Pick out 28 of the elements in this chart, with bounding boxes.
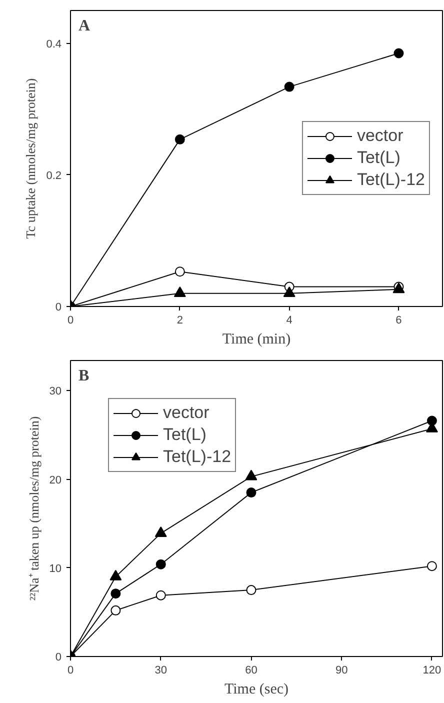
y-axis-title: Tc uptake (nmoles/mg protein)	[23, 78, 38, 239]
y-tick-label: 0.4	[46, 38, 62, 50]
legend-label: Tet(L)	[163, 425, 206, 445]
annotation: B	[78, 368, 90, 384]
x-axis-title: Time (sec)	[224, 682, 289, 698]
y-tick-label: 0	[55, 652, 62, 664]
y-tick-label: 30	[49, 386, 62, 398]
legend-label: vector	[163, 403, 210, 423]
x-tick-label: 2	[176, 314, 183, 326]
y-tick-label: 0	[55, 302, 62, 314]
x-tick-label: 30	[154, 664, 167, 676]
legend-label: Tet(L)-12	[356, 170, 425, 190]
x-tick-label: 4	[286, 314, 292, 326]
x-tick-label: 60	[245, 664, 258, 676]
legend-label: Tet(L)-12	[163, 447, 232, 467]
legend-label: Tet(L)	[356, 148, 400, 168]
y-tick-label: 0.2	[46, 170, 62, 182]
annotation: A	[78, 18, 90, 34]
y-tick-label: 10	[49, 562, 62, 575]
x-tick-label: 120	[422, 664, 442, 676]
y-axis-title: ²²Na⁺ taken up (nmoles/mg protein)	[26, 416, 42, 601]
y-tick-label: 20	[49, 474, 62, 486]
x-tick-label: 6	[396, 314, 402, 326]
x-tick-label: 0	[67, 314, 74, 326]
x-axis-title: Time (min)	[222, 332, 291, 348]
legend-label: vector	[356, 126, 404, 146]
x-tick-label: 0	[67, 664, 74, 676]
x-tick-label: 90	[335, 664, 348, 676]
